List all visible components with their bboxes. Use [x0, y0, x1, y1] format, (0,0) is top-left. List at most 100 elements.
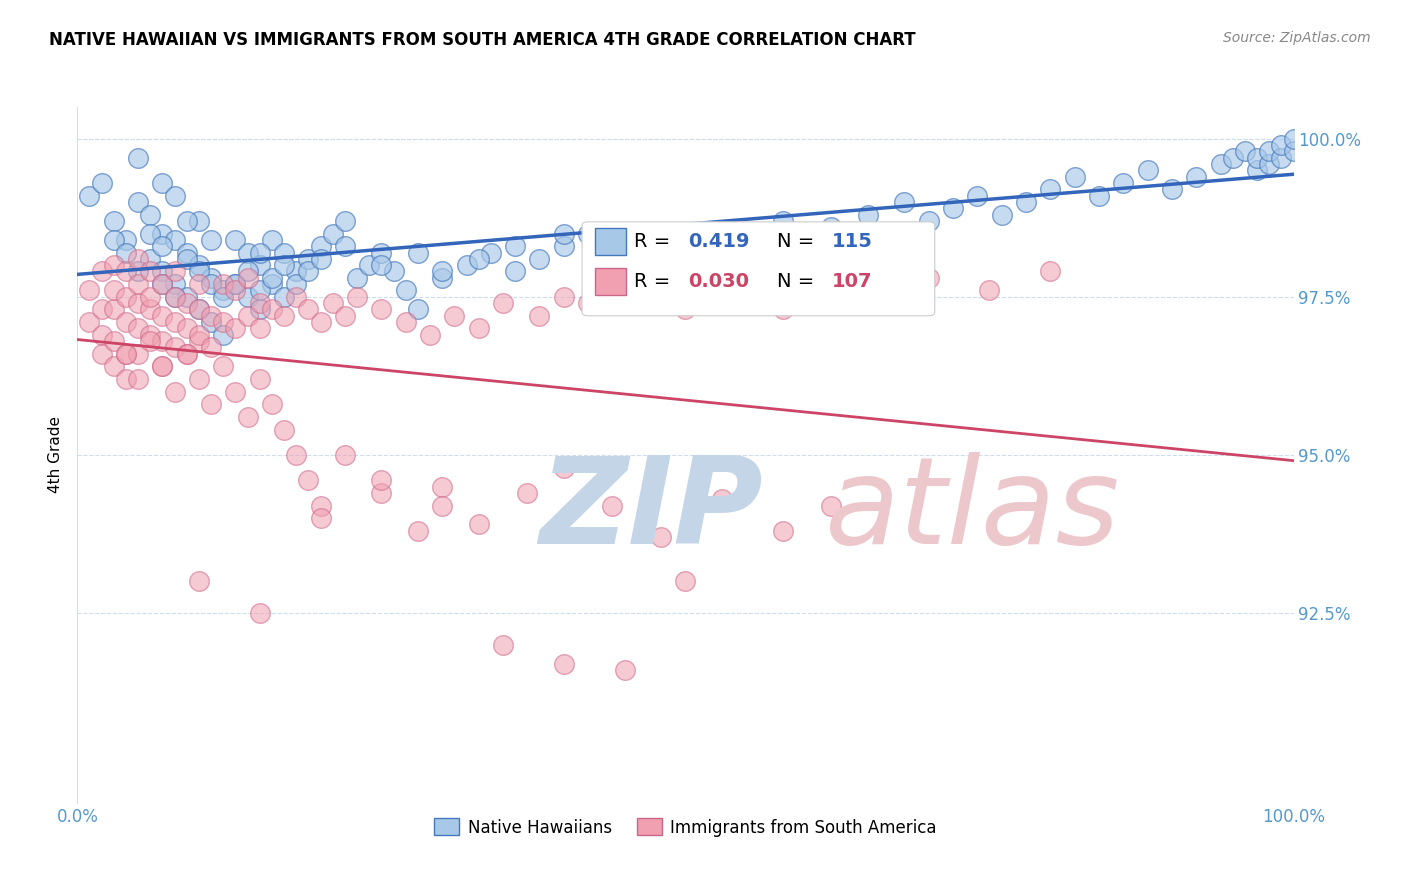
- Point: [772, 214, 794, 228]
- Point: [1039, 182, 1062, 196]
- Point: [236, 290, 259, 304]
- Point: [479, 245, 502, 260]
- Point: [249, 284, 271, 298]
- Point: [553, 290, 575, 304]
- Point: [115, 245, 138, 260]
- Point: [918, 270, 941, 285]
- Point: [236, 309, 259, 323]
- Point: [650, 233, 672, 247]
- Y-axis label: 4th Grade: 4th Grade: [48, 417, 63, 493]
- Point: [1258, 145, 1281, 159]
- Point: [1063, 169, 1085, 184]
- Point: [430, 270, 453, 285]
- Point: [139, 302, 162, 317]
- Point: [430, 479, 453, 493]
- Point: [249, 372, 271, 386]
- Point: [212, 359, 235, 374]
- Point: [176, 245, 198, 260]
- Point: [200, 340, 222, 354]
- Text: ZIP: ZIP: [540, 452, 763, 569]
- Point: [163, 277, 186, 292]
- Point: [796, 233, 818, 247]
- Point: [419, 327, 441, 342]
- Point: [503, 239, 526, 253]
- Point: [285, 264, 308, 278]
- Point: [139, 208, 162, 222]
- Point: [176, 347, 198, 361]
- Point: [333, 448, 356, 462]
- Point: [650, 530, 672, 544]
- Point: [467, 517, 489, 532]
- Point: [1222, 151, 1244, 165]
- Point: [309, 499, 332, 513]
- Point: [236, 245, 259, 260]
- Point: [249, 258, 271, 272]
- Point: [1258, 157, 1281, 171]
- Point: [188, 327, 211, 342]
- Point: [333, 239, 356, 253]
- Point: [127, 151, 149, 165]
- Point: [127, 347, 149, 361]
- Point: [200, 277, 222, 292]
- Point: [430, 499, 453, 513]
- Point: [236, 270, 259, 285]
- Point: [103, 334, 125, 348]
- Point: [212, 277, 235, 292]
- Point: [1161, 182, 1184, 196]
- Point: [576, 227, 599, 241]
- Point: [735, 290, 758, 304]
- Point: [820, 499, 842, 513]
- Point: [260, 277, 283, 292]
- Point: [370, 258, 392, 272]
- Point: [492, 296, 515, 310]
- Point: [200, 270, 222, 285]
- Point: [966, 188, 988, 202]
- FancyBboxPatch shape: [595, 268, 626, 295]
- Point: [260, 397, 283, 411]
- Text: 0.030: 0.030: [688, 272, 749, 291]
- Point: [260, 233, 283, 247]
- Point: [212, 290, 235, 304]
- Point: [103, 233, 125, 247]
- Point: [395, 315, 418, 329]
- Point: [188, 277, 211, 292]
- Point: [918, 214, 941, 228]
- Point: [613, 284, 636, 298]
- Point: [115, 233, 138, 247]
- Point: [1039, 264, 1062, 278]
- Point: [249, 296, 271, 310]
- Point: [333, 214, 356, 228]
- Point: [529, 309, 551, 323]
- Point: [127, 372, 149, 386]
- Point: [139, 252, 162, 266]
- Point: [176, 252, 198, 266]
- Point: [1185, 169, 1208, 184]
- Point: [139, 334, 162, 348]
- Text: R =: R =: [634, 232, 676, 251]
- Point: [309, 511, 332, 525]
- Point: [115, 347, 138, 361]
- Point: [492, 638, 515, 652]
- Point: [127, 296, 149, 310]
- Point: [224, 384, 246, 399]
- Point: [297, 473, 319, 487]
- Point: [553, 227, 575, 241]
- Point: [249, 321, 271, 335]
- Point: [176, 296, 198, 310]
- Text: 107: 107: [831, 272, 872, 291]
- Point: [90, 264, 112, 278]
- Point: [273, 309, 295, 323]
- Point: [370, 473, 392, 487]
- Point: [285, 448, 308, 462]
- Point: [79, 284, 101, 298]
- Point: [90, 327, 112, 342]
- Point: [200, 233, 222, 247]
- Point: [309, 252, 332, 266]
- Point: [309, 239, 332, 253]
- Point: [139, 227, 162, 241]
- Point: [370, 486, 392, 500]
- Point: [152, 277, 174, 292]
- Point: [127, 321, 149, 335]
- Point: [333, 309, 356, 323]
- Point: [139, 290, 162, 304]
